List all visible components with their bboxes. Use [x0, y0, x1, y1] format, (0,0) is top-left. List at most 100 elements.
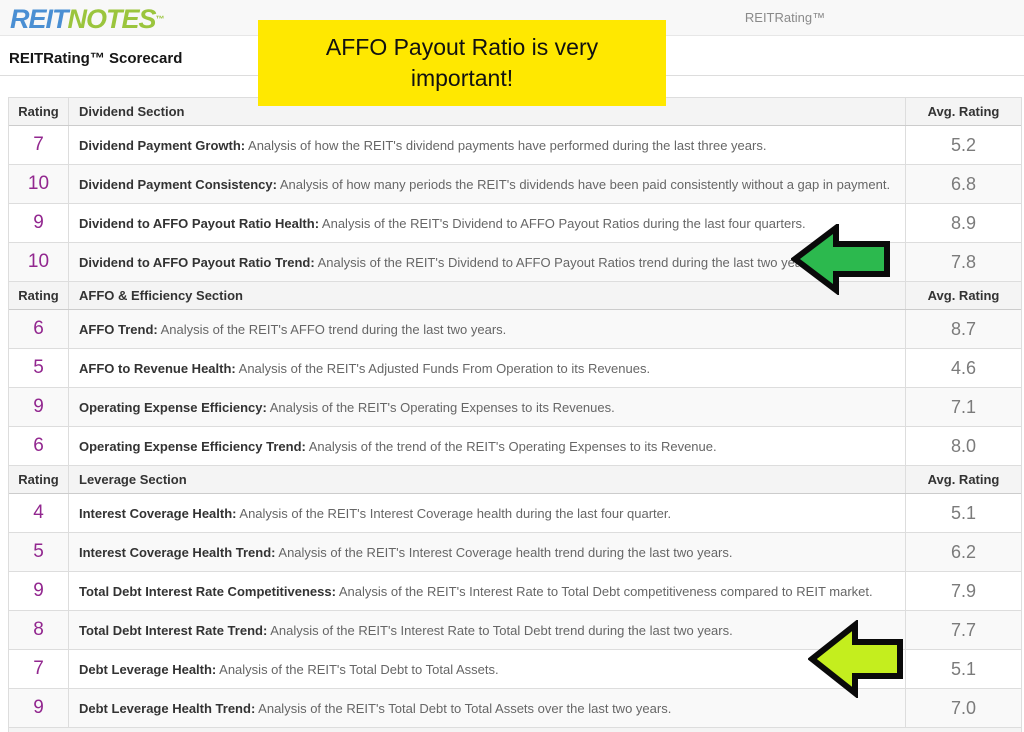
reitnotes-logo[interactable]: REITNOTES™ — [10, 6, 165, 33]
avg-rating-value: 7.9 — [950, 580, 977, 601]
table-row: 10 Dividend Payment Consistency: Analysi… — [9, 165, 1021, 204]
metric-desc: Analysis of the REIT's Operating Expense… — [266, 399, 615, 415]
table-row: 5 Interest Coverage Health Trend: Analys… — [9, 533, 1021, 572]
logo-tm: ™ — [155, 14, 165, 24]
table-row: 7 Dividend Payment Growth: Analysis of h… — [9, 126, 1021, 165]
rating-value: 5 — [33, 541, 44, 562]
rating-value: 8 — [33, 619, 44, 640]
metric-label: Interest Coverage Health Trend: — [79, 544, 276, 560]
yellow-green-arrow-icon — [808, 620, 903, 698]
rating-value: 9 — [33, 697, 44, 718]
metric-text: Dividend Payment Growth: Analysis of how… — [79, 138, 766, 153]
rating-value: 7 — [33, 134, 44, 155]
metric-label: Total Debt Interest Rate Competitiveness… — [79, 583, 336, 599]
metric-label: Dividend to AFFO Payout Ratio Health: — [79, 215, 320, 231]
section-title: AFFO & Efficiency Section — [79, 288, 243, 303]
rating-value: 6 — [33, 435, 44, 456]
annotation-text: AFFO Payout Ratio is very important! — [325, 34, 599, 91]
section-title: Dividend Section — [79, 104, 185, 119]
metric-desc: Analysis of how the REIT's dividend paym… — [245, 137, 767, 153]
table-row: 9 Dividend to AFFO Payout Ratio Health: … — [9, 204, 1021, 243]
metric-desc: Analysis of the REIT's Interest Rate to … — [267, 622, 733, 638]
section-title: Leverage Section — [79, 472, 187, 487]
metric-text: Dividend to AFFO Payout Ratio Health: An… — [79, 216, 806, 231]
avg-rating-value: 8.0 — [950, 435, 977, 456]
avg-rating-value: 8.7 — [950, 318, 977, 339]
metric-desc: Analysis of the REIT's AFFO trend during… — [157, 321, 507, 337]
metric-text: Dividend to AFFO Payout Ratio Trend: Ana… — [79, 255, 816, 270]
metric-label: Operating Expense Efficiency Trend: — [79, 438, 306, 454]
rating-value: 7 — [33, 658, 44, 679]
section-header-row: Rating Leverage Section Avg. Rating — [9, 466, 1021, 494]
metric-label: Total Debt Interest Rate Trend: — [79, 622, 268, 638]
rating-value: 10 — [27, 251, 50, 272]
metric-desc: Analysis of the REIT's Total Debt to Tot… — [216, 661, 499, 677]
table-row: 6 Operating Expense Efficiency Trend: An… — [9, 427, 1021, 466]
table-row: 4 Interest Coverage Health: Analysis of … — [9, 494, 1021, 533]
metric-text: Interest Coverage Health: Analysis of th… — [79, 506, 671, 521]
metric-text: Operating Expense Efficiency: Analysis o… — [79, 400, 615, 415]
avg-rating-value: 8.9 — [950, 212, 977, 233]
metric-text: Interest Coverage Health Trend: Analysis… — [79, 545, 733, 560]
metric-label: Debt Leverage Health: — [79, 661, 217, 677]
metric-desc: Analysis of the REIT's Adjusted Funds Fr… — [235, 360, 651, 376]
table-row: 9 Operating Expense Efficiency: Analysis… — [9, 388, 1021, 427]
avg-rating-value: 7.1 — [950, 396, 977, 417]
avg-rating-value: 7.0 — [950, 697, 977, 718]
rating-value: 9 — [33, 580, 44, 601]
metric-text: Dividend Payment Consistency: Analysis o… — [79, 177, 890, 192]
metric-text: Operating Expense Efficiency Trend: Anal… — [79, 439, 717, 454]
metric-text: Total Debt Interest Rate Competitiveness… — [79, 584, 873, 599]
rating-value: 5 — [33, 357, 44, 378]
rating-value: 4 — [33, 502, 44, 523]
rating-value: 10 — [27, 173, 50, 194]
navbar-reitrating-link[interactable]: REITRating™ — [744, 10, 826, 25]
metric-label: AFFO to Revenue Health: — [79, 360, 236, 376]
table-row: 5 AFFO to Revenue Health: Analysis of th… — [9, 349, 1021, 388]
rating-column-header: Rating — [9, 466, 69, 493]
rating-column-header: Rating — [9, 282, 69, 309]
table-row: 9 Total Debt Interest Rate Competitivene… — [9, 572, 1021, 611]
avg-rating-column-header: Avg. Rating — [905, 466, 1021, 493]
metric-label: Interest Coverage Health: — [79, 505, 237, 521]
section-header-row: Rating AFFO & Efficiency Section Avg. Ra… — [9, 282, 1021, 310]
metric-desc: Analysis of the REIT's Interest Rate to … — [335, 583, 873, 599]
logo-reit-text: REIT — [10, 4, 69, 34]
metric-label: Dividend Payment Growth: — [79, 137, 246, 153]
avg-rating-column-header: Avg. Rating — [905, 98, 1021, 125]
rating-column-header: Rating — [9, 98, 69, 125]
rating-value: 6 — [33, 318, 44, 339]
green-arrow-icon — [791, 224, 890, 295]
metric-text: Debt Leverage Health: Analysis of the RE… — [79, 662, 499, 677]
avg-rating-value: 6.2 — [950, 541, 977, 562]
metric-label: Dividend Payment Consistency: — [79, 176, 277, 192]
logo-notes-text: NOTES — [67, 4, 157, 34]
avg-rating-value: 6.8 — [950, 173, 977, 194]
avg-rating-value: 5.1 — [950, 502, 977, 523]
avg-rating-value: 7.8 — [950, 251, 977, 272]
avg-rating-value: 5.1 — [950, 658, 977, 679]
rating-value: 9 — [33, 212, 44, 233]
metric-desc: Analysis of the trend of the REIT's Oper… — [305, 438, 717, 454]
metric-label: Dividend to AFFO Payout Ratio Trend: — [79, 254, 315, 270]
metric-label: AFFO Trend: — [79, 321, 158, 337]
avg-rating-value: 4.6 — [950, 357, 977, 378]
page-title: REITRating™ Scorecard — [9, 50, 183, 67]
metric-desc: Analysis of the REIT's Interest Coverage… — [275, 544, 733, 560]
metric-text: Total Debt Interest Rate Trend: Analysis… — [79, 623, 733, 638]
avg-rating-value: 5.2 — [950, 134, 977, 155]
table-row: 6 AFFO Trend: Analysis of the REIT's AFF… — [9, 310, 1021, 349]
metric-text: AFFO to Revenue Health: Analysis of the … — [79, 361, 650, 376]
metric-desc: Analysis of the REIT's Dividend to AFFO … — [314, 254, 817, 270]
partial-next-row — [9, 728, 1021, 732]
metric-label: Operating Expense Efficiency: — [79, 399, 267, 415]
metric-desc: Analysis of the REIT's Dividend to AFFO … — [319, 215, 806, 231]
metric-text: AFFO Trend: Analysis of the REIT's AFFO … — [79, 322, 506, 337]
metric-desc: Analysis of how many periods the REIT's … — [276, 176, 891, 192]
avg-rating-value: 7.7 — [950, 619, 977, 640]
rating-value: 9 — [33, 396, 44, 417]
table-row: 9 Debt Leverage Health Trend: Analysis o… — [9, 689, 1021, 728]
avg-rating-column-header: Avg. Rating — [905, 282, 1021, 309]
metric-text: Debt Leverage Health Trend: Analysis of … — [79, 701, 671, 716]
